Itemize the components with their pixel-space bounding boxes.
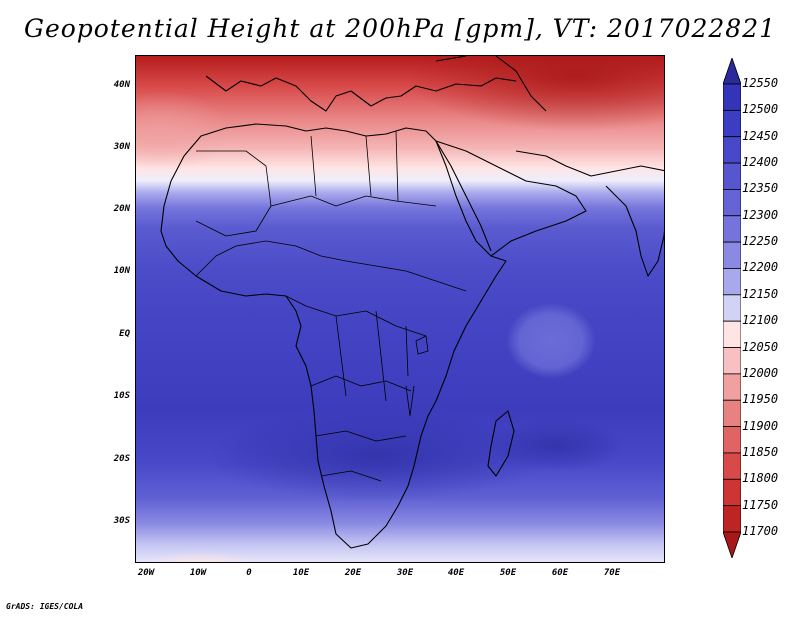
colorbar-swatch <box>723 294 741 322</box>
pale-zone-southwest <box>147 551 255 562</box>
lon-label-60e: 60E <box>551 568 569 578</box>
colorbar-swatch <box>723 109 741 138</box>
colorbar-swatch <box>723 189 741 217</box>
colorbar-level-label: 12350 <box>742 181 779 196</box>
colorbar-swatch <box>723 373 741 401</box>
lat-label-30s: 30S <box>113 516 130 526</box>
colorbar-level-label: 12100 <box>742 313 779 328</box>
map-panel <box>135 55 665 563</box>
colorbar-swatch <box>723 136 741 164</box>
colorbar-swatch <box>723 83 741 111</box>
lat-label-30n: 30N <box>113 142 130 152</box>
colorbar-swatch <box>723 215 741 243</box>
colorbar-swatch <box>723 399 741 427</box>
lon-label-70e: 70E <box>603 568 621 578</box>
colorbar-level-label: 12300 <box>742 207 779 222</box>
light-zone-indian-ocean <box>506 303 596 379</box>
colorbar-swatch <box>723 347 741 375</box>
colorbar-swatch <box>723 241 741 269</box>
high-center-northeast <box>406 56 664 131</box>
colorbar <box>723 58 741 558</box>
lon-label-10e: 10E <box>292 568 310 578</box>
colorbar-level-label: 12050 <box>742 339 779 354</box>
colorbar-level-label: 11900 <box>742 418 779 433</box>
lon-label-10w: 10W <box>189 568 207 578</box>
deep-zone-south <box>206 411 546 501</box>
colorbar-top-arrow <box>723 58 741 85</box>
lat-label-10s: 10S <box>113 391 130 401</box>
colorbar-level-label: 11850 <box>742 444 779 459</box>
colorbar-level-label: 12200 <box>742 260 779 275</box>
colorbar-swatch <box>723 320 741 348</box>
lon-label-20w: 20W <box>137 568 155 578</box>
colorbar-level-label: 12550 <box>742 76 779 90</box>
colorbar-level-label: 12250 <box>742 234 779 249</box>
lat-label-20s: 20S <box>113 454 130 464</box>
deep-zone-southeast <box>486 421 626 471</box>
colorbar-level-label: 12500 <box>742 102 779 117</box>
credit-text: GrADS: IGES/COLA <box>6 602 84 611</box>
colorbar-swatch <box>723 505 741 533</box>
coastline-overlay <box>160 56 664 549</box>
lat-label-20n: 20N <box>113 204 130 214</box>
colorbar-swatch <box>723 452 741 480</box>
chart-title: Geopotential Height at 200hPa [gpm], VT:… <box>23 14 777 43</box>
map-canvas <box>136 56 664 562</box>
colorbar-level-label: 11750 <box>742 497 779 512</box>
colorbar-level-label: 12450 <box>742 128 779 143</box>
colorbar-level-label: 12150 <box>742 286 779 301</box>
lon-label-40e: 40E <box>447 568 465 578</box>
lon-label-0: 0 <box>246 568 252 578</box>
colorbar-level-label: 12400 <box>742 155 779 170</box>
colorbar-swatch <box>723 268 741 296</box>
lon-label-20e: 20E <box>344 568 362 578</box>
colorbar-level-label: 11700 <box>742 524 779 538</box>
colorbar-swatch <box>723 478 741 507</box>
lat-label-10n: 10N <box>113 266 130 276</box>
colorbar-level-label: 12000 <box>742 365 779 380</box>
colorbar-level-label: 11800 <box>742 471 779 486</box>
colorbar-swatch <box>723 426 741 454</box>
lat-label-40n: 40N <box>113 80 130 90</box>
colorbar-level-label: 11950 <box>742 392 779 407</box>
lat-label-eq: EQ <box>119 329 130 339</box>
lon-label-30e: 30E <box>396 568 414 578</box>
colorbar-swatch <box>723 162 741 190</box>
colorbar-bottom-arrow <box>723 531 741 558</box>
lon-label-50e: 50E <box>499 568 517 578</box>
